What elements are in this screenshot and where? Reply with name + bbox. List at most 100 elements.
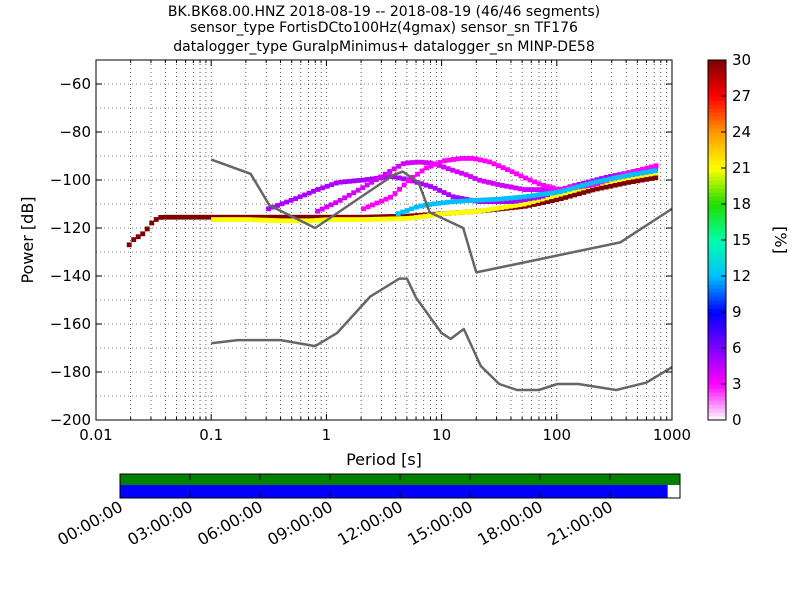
psd-cell xyxy=(625,172,631,178)
colorbar-step xyxy=(708,304,726,309)
psd-cell xyxy=(406,178,411,184)
psd-cell xyxy=(521,201,527,207)
psd-cell xyxy=(278,218,284,224)
psd-cell xyxy=(185,214,191,220)
psd-cell xyxy=(410,178,416,184)
psd-cell xyxy=(589,180,595,186)
timeline-label: 15:00:00 xyxy=(404,497,476,549)
psd-cell xyxy=(396,213,402,219)
psd-cell xyxy=(508,203,514,209)
colorbar-step xyxy=(708,180,726,185)
psd-cell xyxy=(392,174,398,180)
psd-cell xyxy=(387,214,393,219)
colorbar: 0 3 6 9 12 15 18 21 24 27 30 [%] xyxy=(707,51,790,429)
psd-cell xyxy=(328,202,334,208)
psd-cell xyxy=(608,174,614,179)
psd-cell xyxy=(486,179,492,185)
psd-cell xyxy=(297,194,303,200)
axis-ticks: 0.01 0.1 1 10 100 1000 −60 −80 −100 −120 −140 −160 −… xyxy=(50,60,691,444)
psd-cell xyxy=(356,178,362,183)
psd-cell xyxy=(548,194,554,200)
colorbar-step xyxy=(708,324,726,329)
colorbar-step xyxy=(708,196,726,201)
psd-cell xyxy=(522,187,528,192)
psd-cell xyxy=(553,190,559,195)
psd-cell xyxy=(612,182,618,188)
psd-cell xyxy=(126,242,132,248)
colorbar-gradient xyxy=(708,60,726,421)
title-line-3: datalogger_type GuralpMinimus+ datalogge… xyxy=(173,39,594,55)
colorbar-step xyxy=(708,88,726,93)
psd-cell xyxy=(279,201,285,207)
psd-cell xyxy=(517,186,523,192)
psd-cell xyxy=(526,193,532,199)
noise-models xyxy=(210,158,672,392)
psd-cell xyxy=(590,187,596,193)
psd-cell xyxy=(445,210,451,216)
colorbar-step xyxy=(708,148,726,153)
psd-cell xyxy=(531,201,537,207)
psd-cell xyxy=(432,185,438,191)
psd-cell xyxy=(409,160,415,165)
colorbar-step xyxy=(708,360,726,365)
colorbar-step xyxy=(708,356,726,361)
psd-cell xyxy=(346,192,352,198)
psd-cell xyxy=(360,177,366,183)
colorbar-step xyxy=(708,80,726,85)
psd-cell xyxy=(566,189,572,195)
x-tick-label: 1000 xyxy=(653,426,691,444)
psd-cell xyxy=(284,214,290,220)
psd-cell xyxy=(374,214,380,220)
colorbar-step xyxy=(708,184,726,189)
colorbar-step xyxy=(708,272,726,277)
psd-cell xyxy=(378,174,384,180)
psd-cell xyxy=(341,217,347,222)
psd-cell xyxy=(638,170,644,176)
colorbar-step xyxy=(708,264,726,269)
psd-cell xyxy=(319,206,325,212)
psd-cell xyxy=(287,218,293,224)
colorbar-step xyxy=(708,108,726,113)
psd-cell xyxy=(481,197,487,203)
psd-cell xyxy=(531,195,537,201)
figure-title: BK.BK68.00.HNZ 2018-08-19 -- 2018-08-19 … xyxy=(168,4,600,55)
psd-cell xyxy=(544,195,550,201)
psd-cell xyxy=(428,184,434,189)
psd-cell xyxy=(391,166,397,172)
psd-cell xyxy=(337,217,343,222)
psd-cell xyxy=(536,201,542,206)
psd-cell xyxy=(476,208,482,214)
psd-cell xyxy=(454,169,460,175)
psd-density xyxy=(126,156,659,248)
psd-cell xyxy=(476,197,482,203)
psd-cell xyxy=(401,213,407,219)
colorbar-step xyxy=(708,208,726,213)
colorbar-step xyxy=(708,84,726,89)
psd-cell xyxy=(544,187,550,192)
psd-cell xyxy=(500,165,506,171)
colorbar-step xyxy=(708,124,726,129)
psd-cell xyxy=(535,187,541,192)
colorbar-tick-label: 6 xyxy=(732,339,742,357)
psd-cell xyxy=(557,191,563,197)
psd-cell xyxy=(332,217,338,222)
psd-cell xyxy=(530,199,536,205)
colorbar-step xyxy=(708,156,726,161)
psd-cell xyxy=(517,194,523,200)
coverage-bar-bottom xyxy=(120,485,668,498)
colorbar-step xyxy=(708,288,726,293)
psd-cell xyxy=(478,157,483,163)
psd-cell xyxy=(562,190,568,196)
psd-cell xyxy=(509,199,515,204)
psd-cell xyxy=(607,179,613,184)
psd-cell xyxy=(526,187,532,192)
colorbar-tick-label: 15 xyxy=(732,231,751,249)
psd-cell xyxy=(541,182,546,188)
psd-cell xyxy=(248,214,254,220)
colorbar-step xyxy=(708,328,726,333)
psd-cell xyxy=(266,214,272,220)
psd-cell xyxy=(211,217,217,222)
psd-cell xyxy=(518,173,524,179)
psd-cell xyxy=(319,217,325,223)
